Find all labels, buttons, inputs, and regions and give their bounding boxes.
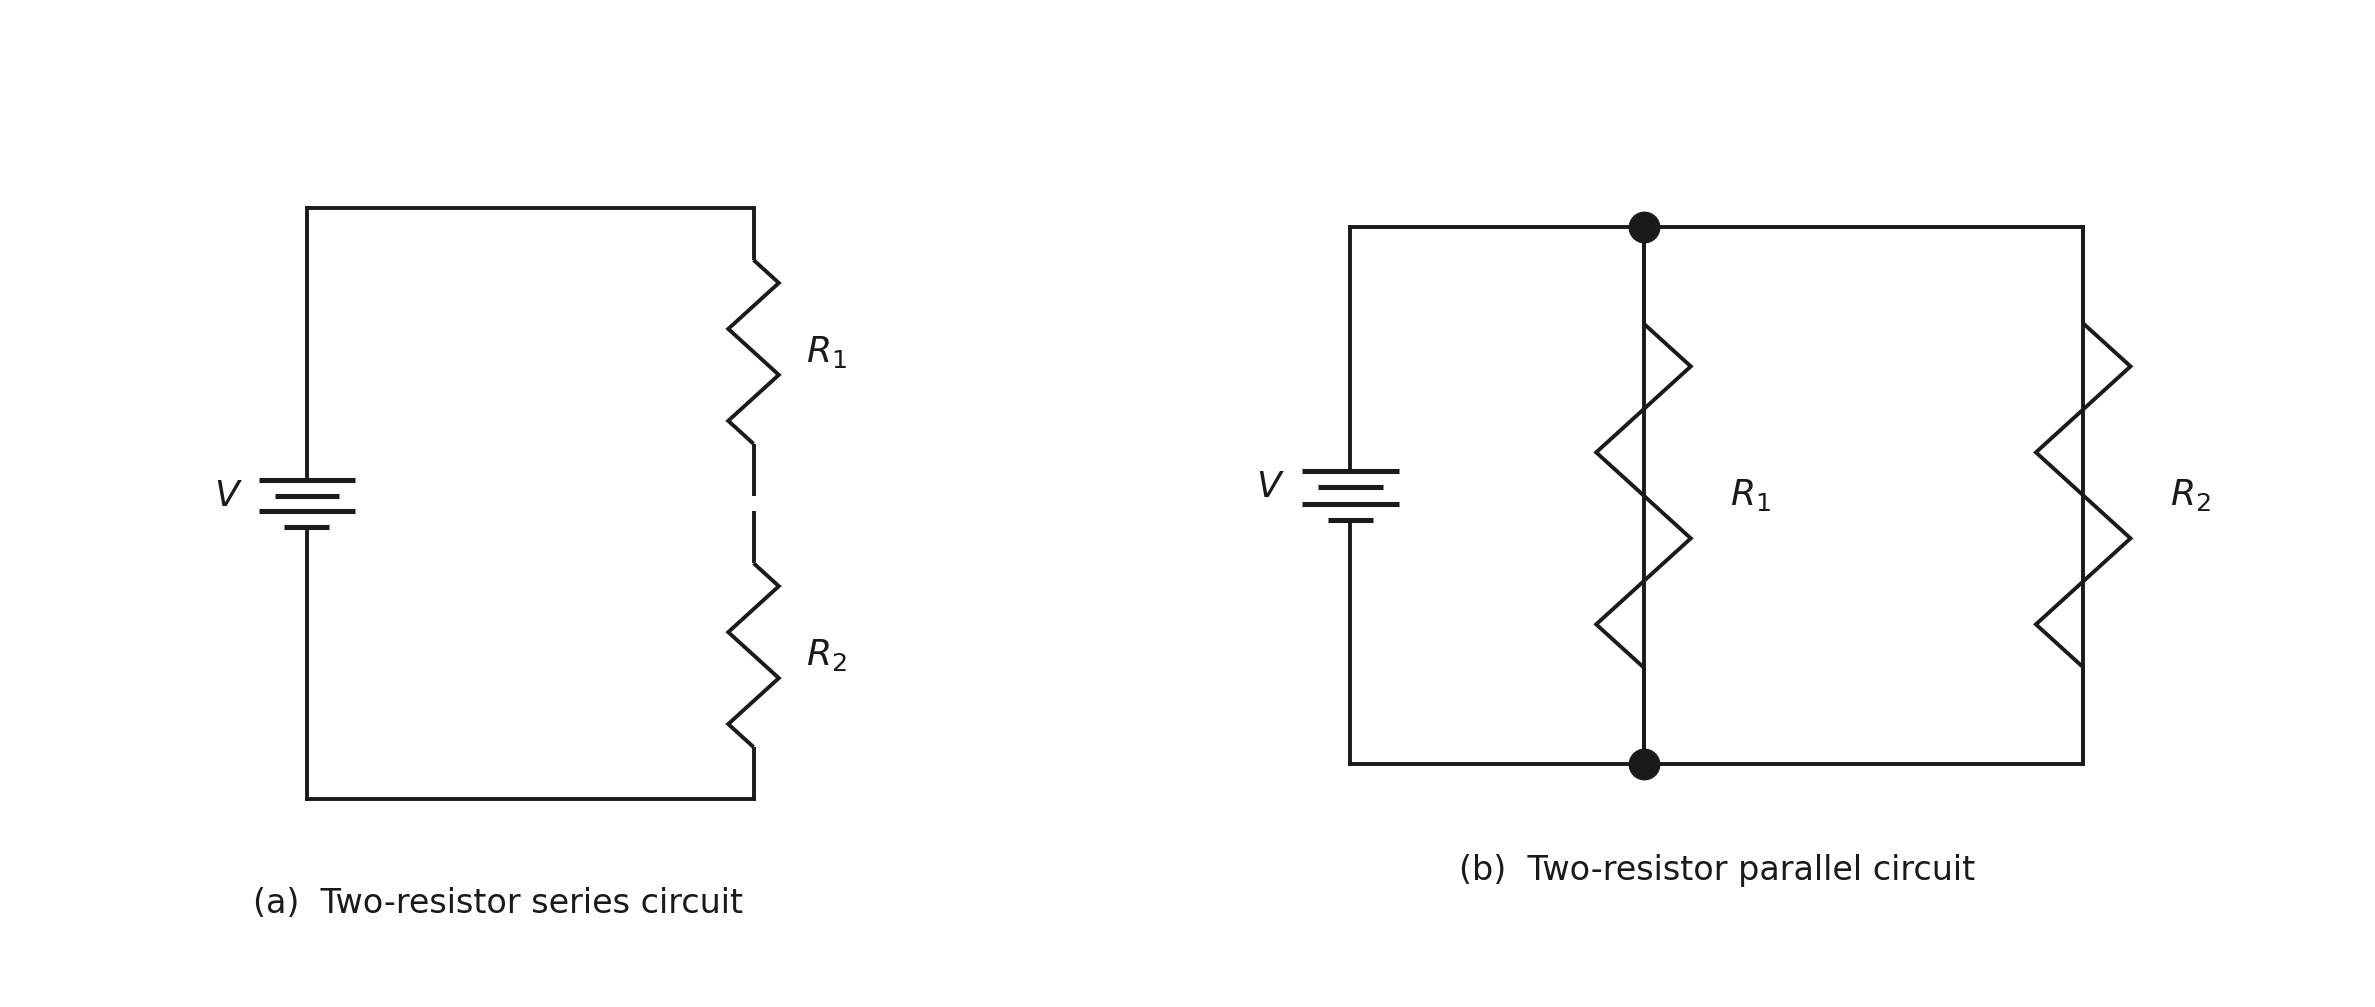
Text: (a)  Two-resistor series circuit: (a) Two-resistor series circuit (254, 886, 743, 919)
Text: $R_1$: $R_1$ (1731, 477, 1772, 514)
Text: $R_2$: $R_2$ (2171, 477, 2211, 514)
Text: (b)  Two-resistor parallel circuit: (b) Two-resistor parallel circuit (1458, 854, 1976, 886)
Text: $R_1$: $R_1$ (805, 334, 845, 370)
Point (1625, 219, 1662, 235)
Point (1625, 756, 1662, 772)
Text: $R_2$: $R_2$ (805, 637, 845, 673)
Text: $V$: $V$ (214, 478, 242, 513)
Text: $V$: $V$ (1256, 470, 1285, 505)
